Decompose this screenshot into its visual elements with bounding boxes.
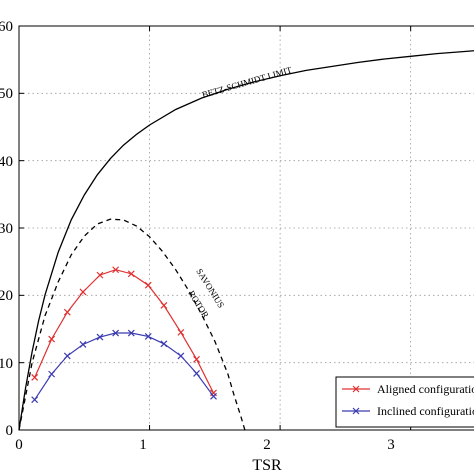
inclined-point-marker xyxy=(210,392,217,400)
plot-series xyxy=(18,50,474,431)
inclined-point-marker xyxy=(160,340,168,348)
aligned-configuration-line xyxy=(34,269,215,394)
aligned-point-marker xyxy=(48,335,56,343)
x-tick-label: 0 xyxy=(15,437,23,453)
y-tick-labels: 0 10 20 30 40 50 60 xyxy=(0,19,13,439)
y-tick-label: 10 xyxy=(0,356,13,372)
legend-box xyxy=(335,376,474,428)
aligned-point-marker xyxy=(79,288,87,296)
savonius-rotor-curve xyxy=(18,218,246,431)
x-tick-labels: 0 1 2 3 xyxy=(15,437,395,453)
aligned-point-marker xyxy=(112,266,120,274)
legend: Aligned configuration Inclined configura… xyxy=(335,376,474,428)
legend-label-aligned: Aligned configuration xyxy=(377,382,474,396)
inclined-point-marker xyxy=(177,352,185,360)
y-tick-label: 0 xyxy=(6,423,14,439)
aligned-point-marker xyxy=(127,270,135,278)
inclined-point-marker xyxy=(112,329,120,337)
aligned-point-marker xyxy=(63,308,71,316)
legend-marker-aligned xyxy=(352,385,360,393)
inclined-point-marker xyxy=(96,333,104,341)
betz-schmidt-limit-curve xyxy=(18,50,474,431)
legend-label-inclined: Inclined configuration xyxy=(377,404,474,418)
betz-annotation: BETZ-SCHMIDT LIMIT xyxy=(201,65,294,100)
aligned-point-marker xyxy=(160,302,168,309)
aligned-point-marker xyxy=(193,355,200,363)
inclined-point-marker xyxy=(48,370,56,378)
x-tick-label: 1 xyxy=(139,437,147,453)
x-tick-label: 3 xyxy=(387,437,395,453)
aligned-point-marker xyxy=(31,374,39,381)
legend-marker-inclined xyxy=(352,407,360,415)
inclined-point-marker xyxy=(127,329,135,337)
inclined-point-marker xyxy=(63,352,71,360)
y-tick-label: 50 xyxy=(0,86,13,102)
x-tick-label: 2 xyxy=(263,437,271,453)
y-tick-label: 40 xyxy=(0,154,13,170)
aligned-point-marker xyxy=(177,328,185,336)
aligned-point-marker xyxy=(144,281,152,289)
inclined-point-marker xyxy=(79,341,87,348)
y-tick-label: 60 xyxy=(0,19,13,35)
inclined-point-marker xyxy=(144,332,152,340)
axis-ticks xyxy=(18,25,412,431)
y-tick-label: 30 xyxy=(0,221,13,237)
aligned-point-marker xyxy=(96,271,104,279)
y-tick-label: 20 xyxy=(0,288,13,304)
x-axis-label: TSR xyxy=(252,457,282,474)
inclined-point-marker xyxy=(193,370,200,377)
grid-lines xyxy=(19,26,474,430)
inclined-point-marker xyxy=(31,396,39,404)
savonius-annotation-line2: ROTOR xyxy=(186,289,211,320)
